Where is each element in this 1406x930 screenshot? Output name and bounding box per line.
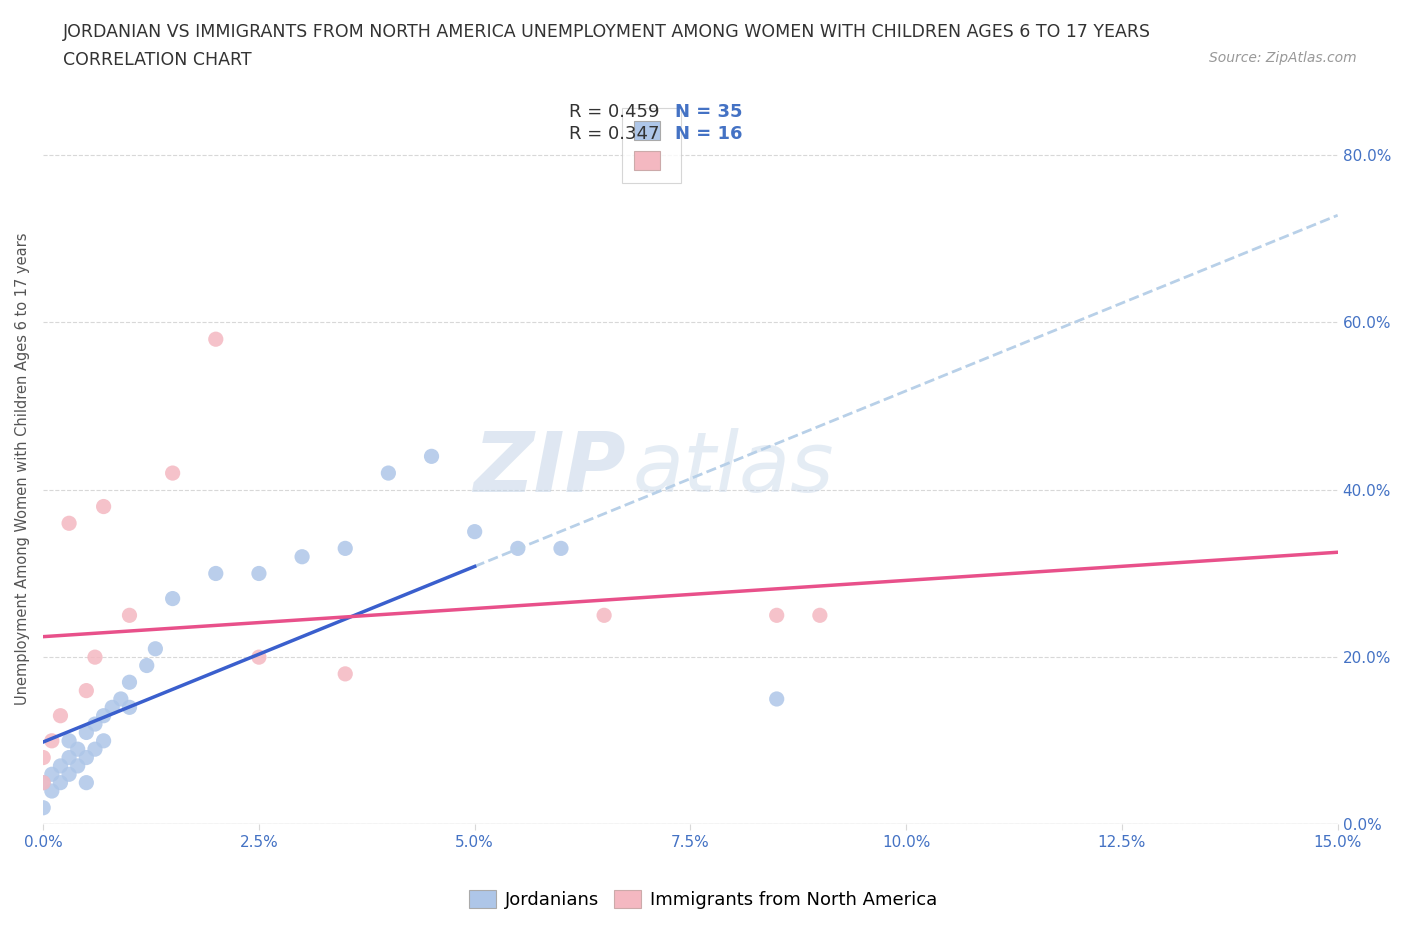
Legend: Jordanians, Immigrants from North America: Jordanians, Immigrants from North Americ… — [461, 883, 945, 916]
Point — [32, 801, 55, 816]
Point — [118, 700, 141, 715]
Text: R = 0.459: R = 0.459 — [569, 102, 659, 121]
Y-axis label: Unemployment Among Women with Children Ages 6 to 17 years: Unemployment Among Women with Children A… — [15, 232, 30, 705]
Point — [58, 734, 80, 749]
Text: ZIP: ZIP — [472, 429, 626, 510]
Point — [247, 566, 270, 581]
Point — [84, 650, 107, 665]
Point — [204, 566, 226, 581]
Point — [162, 466, 184, 481]
Point — [110, 692, 132, 707]
Point — [204, 332, 226, 347]
Point — [593, 608, 616, 623]
Point — [291, 550, 314, 565]
Text: JORDANIAN VS IMMIGRANTS FROM NORTH AMERICA UNEMPLOYMENT AMONG WOMEN WITH CHILDRE: JORDANIAN VS IMMIGRANTS FROM NORTH AMERI… — [63, 23, 1152, 41]
Point — [145, 642, 167, 657]
Point — [32, 751, 55, 765]
Point — [420, 449, 443, 464]
Point — [506, 541, 529, 556]
Point — [808, 608, 831, 623]
Point — [247, 650, 270, 665]
Text: CORRELATION CHART: CORRELATION CHART — [63, 51, 252, 69]
Text: N = 16: N = 16 — [675, 125, 742, 143]
Point — [335, 667, 357, 682]
Point — [58, 516, 80, 531]
Point — [93, 734, 115, 749]
Point — [84, 742, 107, 757]
Point — [49, 759, 72, 774]
Point — [32, 776, 55, 790]
Point — [550, 541, 572, 556]
Point — [41, 734, 63, 749]
Text: N = 35: N = 35 — [675, 102, 742, 121]
Point — [118, 608, 141, 623]
Point — [41, 767, 63, 782]
Point — [66, 742, 89, 757]
Point — [41, 784, 63, 799]
Point — [75, 776, 97, 790]
Point — [32, 776, 55, 790]
Point — [765, 608, 787, 623]
Point — [162, 591, 184, 606]
Point — [58, 767, 80, 782]
Point — [58, 751, 80, 765]
Point — [335, 541, 357, 556]
Point — [464, 525, 486, 539]
Point — [93, 709, 115, 724]
Point — [377, 466, 399, 481]
Point — [101, 700, 124, 715]
Point — [49, 776, 72, 790]
Point — [75, 751, 97, 765]
Point — [84, 717, 107, 732]
Point — [75, 684, 97, 698]
Text: atlas: atlas — [633, 429, 834, 510]
Legend: , : , — [621, 108, 682, 183]
Text: Source: ZipAtlas.com: Source: ZipAtlas.com — [1209, 51, 1357, 65]
Text: R = 0.347: R = 0.347 — [569, 125, 659, 143]
Point — [135, 658, 157, 673]
Point — [118, 675, 141, 690]
Point — [66, 759, 89, 774]
Point — [75, 725, 97, 740]
Point — [49, 709, 72, 724]
Point — [93, 499, 115, 514]
Point — [765, 692, 787, 707]
